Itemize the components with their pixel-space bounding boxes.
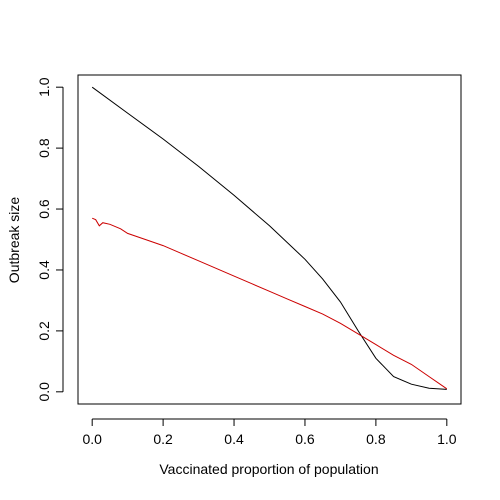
x-tick-label: 1.0 <box>437 431 457 447</box>
axes-group: 0.0 0.2 0.4 0.6 0.8 1.0 0.0 0.2 0.4 0.6 0.8 1.0 <box>36 77 457 447</box>
x-tick-label: 0.6 <box>295 431 315 447</box>
y-tick-label: 0.4 <box>36 260 52 280</box>
y-tick-label: 0.0 <box>36 382 52 402</box>
x-tick-label: 0.4 <box>224 431 244 447</box>
y-tick-label: 0.6 <box>36 199 52 219</box>
x-axis-title: Vaccinated proportion of population <box>159 461 378 477</box>
plot-frame-group <box>77 74 462 405</box>
x-tick-label: 0.0 <box>82 431 102 447</box>
plot-frame <box>77 74 462 405</box>
y-tick-label: 0.8 <box>36 138 52 158</box>
x-tick-label: 0.8 <box>366 431 386 447</box>
y-axis-title: Outbreak size <box>6 197 22 284</box>
series-line-black <box>91 86 447 390</box>
x-tick-label: 0.2 <box>153 431 173 447</box>
series-group <box>91 86 448 390</box>
series-line-red <box>92 217 448 390</box>
y-tick-label: 0.2 <box>36 321 52 341</box>
y-tick-label: 1.0 <box>36 77 52 97</box>
